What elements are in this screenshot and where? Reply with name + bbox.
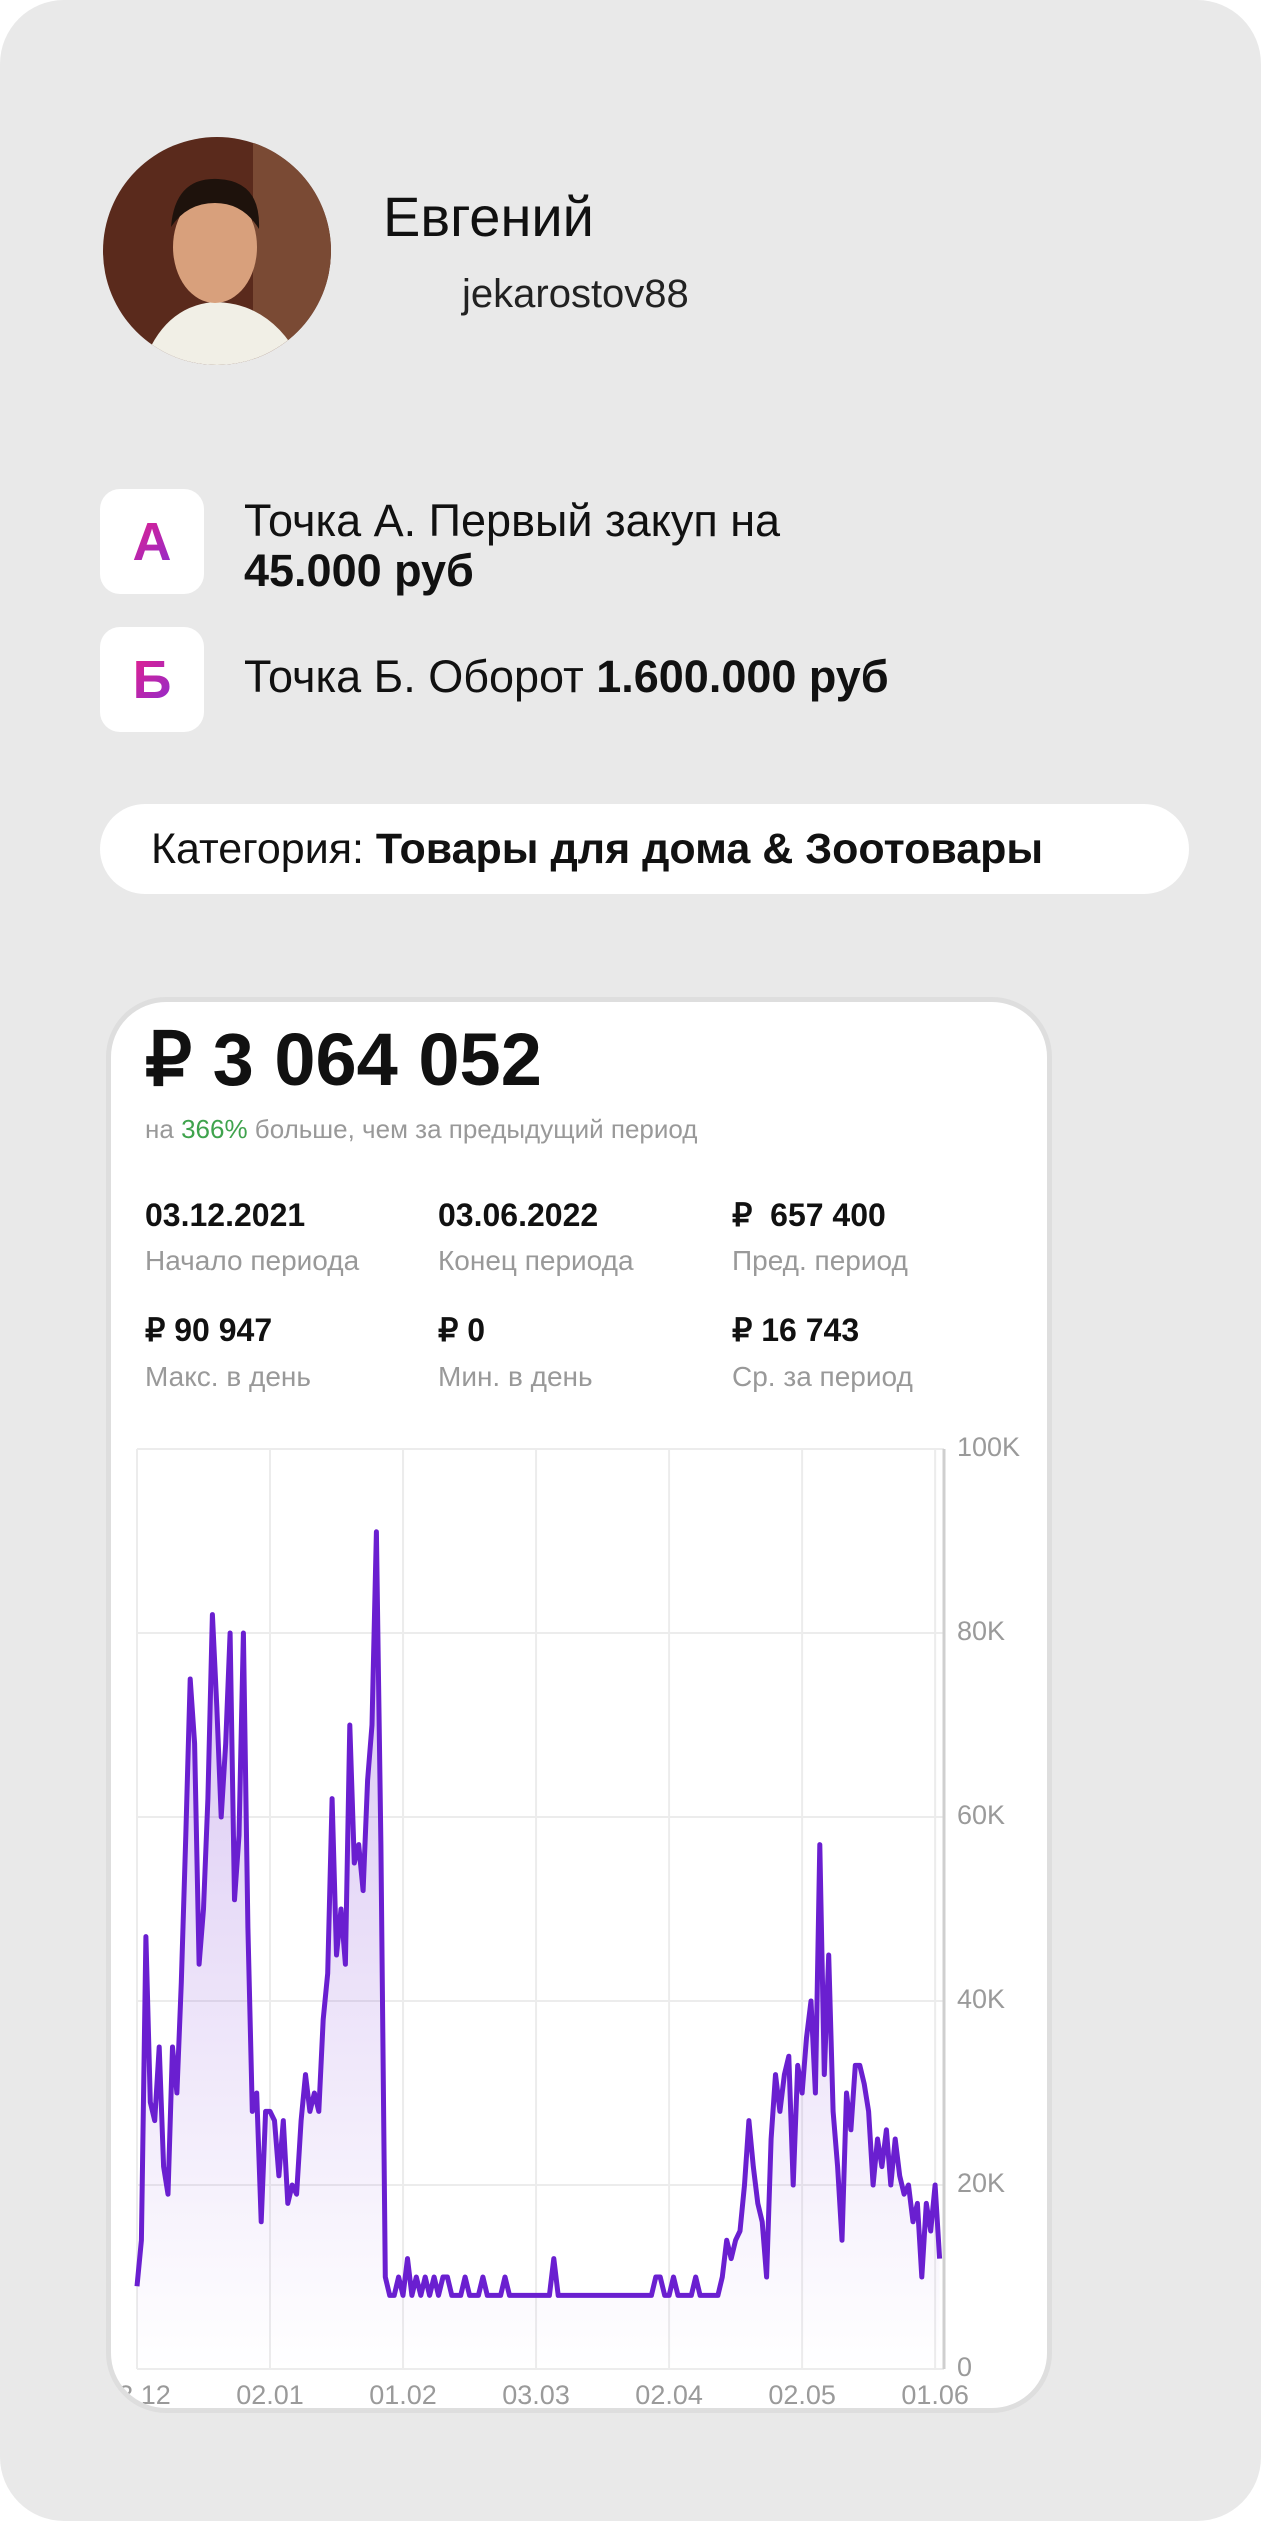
badge: Б [132,649,172,710]
y-tick-label: 60K [957,1800,1005,1830]
avatar [103,137,331,365]
point-label: Точка Б. Оборот [244,651,584,702]
y-tick-label: 0 [957,2352,972,2382]
stat-value: ₽ 657 400 [732,1197,886,1233]
category-label: Категория: [151,825,364,873]
y-tick-label: 20K [957,2168,1005,2198]
stat-label: Конец периода [438,1245,634,1276]
x-tick-label: 02.01 [236,2380,304,2410]
y-tick-label: 100K [957,1432,1020,1462]
x-tick-label: 03.12 [106,2380,171,2410]
sales-card: ₽ 3 064 052 на 366% больше, чем за преды… [106,997,1052,2413]
stat-label: Начало периода [145,1245,360,1276]
stat-label: Ср. за период [732,1361,913,1392]
category-value: Товары для дома & Зоотовары [375,825,1044,873]
chart: 0 20K 40K 60K 80K 100K 03.12 02.01 01.02 03.03 02.… [106,1432,1020,2410]
stat-value: ₽ 16 743 [732,1312,860,1348]
category: Категория: Товары для дома & Зоотовары [151,824,1043,874]
y-tick-label: 80K [957,1616,1005,1646]
point-amount: 45.000 руб [244,545,474,596]
username: jekarostov88 [462,272,689,316]
growth-value: 366% [181,1114,248,1144]
total: ₽ 3 064 052 [145,1018,542,1101]
stat-value: 03.12.2021 [145,1197,306,1233]
x-tick-label: 02.05 [768,2380,836,2410]
x-tick-label: 03.03 [502,2380,570,2410]
y-tick-label: 40K [957,1984,1005,2014]
growth-note: на 366% больше, чем за предыдущий период [145,1112,697,1146]
stat-value: 03.06.2022 [438,1197,599,1233]
point-text: Точка Б. Оборот 1.600.000 руб [244,652,889,702]
x-tick-label: 01.02 [369,2380,437,2410]
point-text: Точка А. Первый закуп на 45.000 руб [244,496,780,596]
stat-value: ₽ 90 947 [145,1312,273,1348]
stat-label: Макс. в день [145,1361,311,1392]
x-tick-label: 01.06 [901,2380,969,2410]
growth-prefix: на [145,1114,174,1144]
line [134,1529,943,2298]
growth-suffix: больше, чем за предыдущий период [254,1114,698,1144]
stat-value: ₽ 0 [438,1312,486,1348]
category-pill: Категория: Товары для дома & Зоотовары [100,804,1189,894]
area-fill [137,1531,940,2369]
point-amount: 1.600.000 руб [596,651,889,702]
stat-label: Мин. в день [438,1361,593,1392]
badge-box: Б [100,627,204,732]
point-label: Точка А. Первый закуп на [244,495,781,546]
user-name: Евгений [383,185,594,248]
badge-box: А [100,489,204,594]
badge: А [132,511,172,572]
stat-label: Пред. период [732,1245,908,1276]
x-tick-label: 02.04 [635,2380,703,2410]
